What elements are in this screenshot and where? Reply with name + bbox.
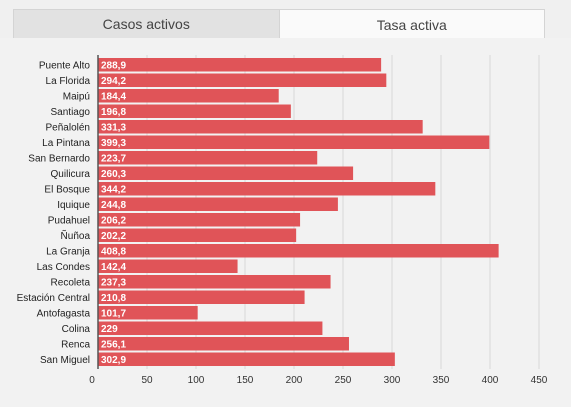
bar-value-label: 202,2 <box>101 231 126 242</box>
bar-value-label: 331,3 <box>101 122 126 133</box>
bar <box>98 58 382 72</box>
bar-value-label: 142,4 <box>101 262 126 273</box>
bar <box>98 275 331 289</box>
bar <box>98 197 338 211</box>
bar-value-label: 237,3 <box>101 277 126 288</box>
bar-value-label: 260,3 <box>101 169 126 180</box>
bar <box>98 244 499 258</box>
tab-casos-activos[interactable]: Casos activos <box>13 9 280 39</box>
x-tick-label: 150 <box>237 375 254 386</box>
bar-value-label: 229 <box>101 324 118 335</box>
bar-value-label: 101,7 <box>101 308 126 319</box>
bar-value-label: 256,1 <box>101 339 126 350</box>
y-category-label: Maipú <box>63 91 90 102</box>
x-tick-label: 300 <box>384 375 401 386</box>
x-tick-label: 100 <box>188 375 205 386</box>
y-category-label: Colina <box>62 324 91 335</box>
bar <box>98 290 305 304</box>
bar <box>98 120 423 134</box>
bar-value-label: 244,8 <box>101 200 126 211</box>
x-tick-label: 400 <box>482 375 499 386</box>
bar <box>98 182 436 196</box>
y-category-label: Peñalolén <box>46 122 90 133</box>
bar-value-label: 210,8 <box>101 293 126 304</box>
bar <box>98 135 490 149</box>
bar-value-label: 288,9 <box>101 60 126 71</box>
x-tick-label: 200 <box>286 375 303 386</box>
y-category-label: La Granja <box>46 246 90 257</box>
y-category-label: Estación Central <box>17 293 90 304</box>
bar <box>98 352 395 366</box>
bar-value-label: 408,8 <box>101 246 126 257</box>
y-category-label: Ñuñoa <box>61 229 91 242</box>
y-category-label: Santiago <box>51 107 91 118</box>
bar-value-label: 184,4 <box>101 91 126 102</box>
y-category-label: Antofagasta <box>37 308 91 319</box>
y-category-label: Pudahuel <box>48 215 90 226</box>
y-category-label: Renca <box>61 339 90 350</box>
bar-value-label: 223,7 <box>101 153 126 164</box>
y-category-label: San Miguel <box>40 355 90 366</box>
y-category-label: La Pintana <box>42 138 90 149</box>
y-category-label: San Bernardo <box>28 153 90 164</box>
x-tick-label: 450 <box>531 375 548 386</box>
bar <box>98 306 198 320</box>
bar-value-label: 344,2 <box>101 184 126 195</box>
y-category-label: Las Condes <box>37 262 90 273</box>
bar <box>98 151 318 165</box>
bar <box>98 337 349 351</box>
bar <box>98 104 291 118</box>
x-tick-label: 350 <box>433 375 450 386</box>
y-category-label: Iquique <box>57 200 90 211</box>
bar <box>98 166 354 180</box>
bar <box>98 73 387 87</box>
tab-bar: Casos activos Tasa activa <box>13 9 545 39</box>
bar <box>98 213 301 227</box>
bar-value-label: 206,2 <box>101 215 126 226</box>
bar-value-label: 294,2 <box>101 76 126 87</box>
x-tick-label: 250 <box>335 375 352 386</box>
x-tick-label: 50 <box>141 375 153 386</box>
bar <box>98 89 279 103</box>
tab-tasa-activa[interactable]: Tasa activa <box>279 9 545 39</box>
bar-value-label: 399,3 <box>101 138 126 149</box>
bar <box>98 228 297 242</box>
bar-value-label: 302,9 <box>101 355 126 366</box>
y-category-label: Puente Alto <box>39 60 91 71</box>
x-tick-label: 0 <box>89 375 95 386</box>
bar-value-label: 196,8 <box>101 107 126 118</box>
y-category-label: El Bosque <box>44 184 90 195</box>
y-category-label: Quilicura <box>51 169 91 180</box>
bar <box>98 321 323 335</box>
y-category-label: La Florida <box>46 76 91 87</box>
y-category-label: Recoleta <box>51 277 91 288</box>
bar <box>98 259 238 273</box>
